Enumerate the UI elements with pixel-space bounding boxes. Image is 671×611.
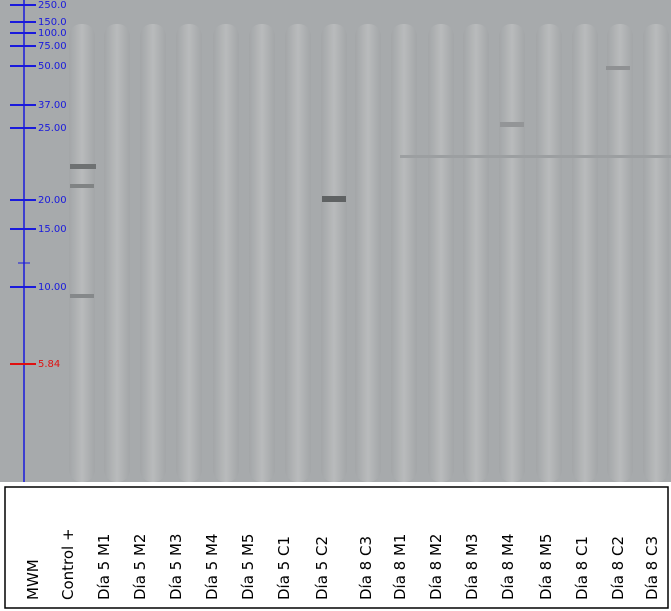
lane-label: Día 8 M4 <box>499 534 517 600</box>
marker-label: 50.00 <box>38 61 67 72</box>
lane-label: Día 5 M5 <box>239 534 257 600</box>
lane-label: Día 8 M5 <box>537 534 555 600</box>
marker-label: 5.84 <box>38 359 60 370</box>
gel-lane <box>213 24 239 482</box>
gel-lane <box>643 24 669 482</box>
marker-label: 20.00 <box>38 195 67 206</box>
band <box>70 164 96 169</box>
lane-label: Control + <box>59 528 77 600</box>
gel-lane <box>69 24 95 482</box>
gel-lane <box>249 24 275 482</box>
band <box>500 122 524 127</box>
bands <box>70 66 671 298</box>
lane-label: Día 5 M2 <box>131 534 149 600</box>
gel-lane <box>321 24 347 482</box>
band <box>400 155 671 158</box>
band <box>70 294 94 298</box>
band <box>70 184 94 188</box>
band <box>606 66 630 70</box>
gel-lane <box>428 24 454 482</box>
gel-lane <box>140 24 166 482</box>
gel-lane <box>536 24 562 482</box>
lane-label: Día 8 M2 <box>427 534 445 600</box>
gel-lane <box>572 24 598 482</box>
lane-label: Día 8 C3 <box>643 536 661 600</box>
lane-label-box <box>4 486 669 609</box>
gel-lane <box>285 24 311 482</box>
lane-label: Día 5 M1 <box>95 534 113 600</box>
lane-label: Día 8 C2 <box>609 536 627 600</box>
gel-lane <box>104 24 130 482</box>
lane-label: Día 5 C2 <box>313 536 331 600</box>
lane-label: Día 8 C1 <box>573 536 591 600</box>
marker-label: 37.00 <box>38 100 67 111</box>
band <box>322 196 346 202</box>
lane-label: Día 5 C1 <box>275 536 293 600</box>
lane-label: Día 8 M3 <box>463 534 481 600</box>
marker-label: 150.0 <box>38 17 67 28</box>
gel-lane <box>355 24 381 482</box>
marker-label: 10.00 <box>38 282 67 293</box>
gel-lane <box>607 24 633 482</box>
lane-label: Día 8 C3 <box>357 536 375 600</box>
gel-lane <box>499 24 525 482</box>
lane-label: Día 5 M4 <box>203 534 221 600</box>
marker-label: 15.00 <box>38 224 67 235</box>
marker-label: 250.0 <box>38 0 67 11</box>
lane-label: Día 5 M3 <box>167 534 185 600</box>
gel-lane <box>391 24 417 482</box>
lane-label: MWM <box>24 559 42 600</box>
marker-label: 100.0 <box>38 28 67 39</box>
gel-lane <box>176 24 202 482</box>
marker-label: 25.00 <box>38 123 67 134</box>
lane-label: Día 8 M1 <box>391 534 409 600</box>
gel-lane <box>463 24 489 482</box>
marker-label: 75.00 <box>38 41 67 52</box>
